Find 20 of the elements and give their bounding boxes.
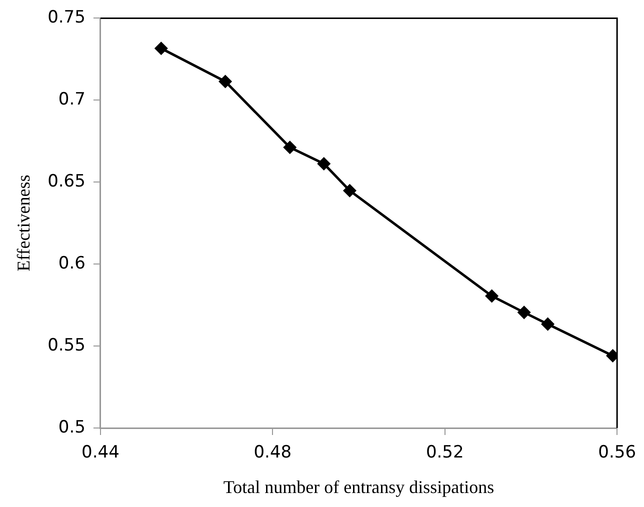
point — [486, 290, 498, 302]
x-tick-label: 0.56 — [598, 442, 636, 463]
y-tick-label: 0.65 — [48, 172, 86, 192]
point — [154, 42, 168, 55]
y-tick-label: 0.5 — [58, 417, 86, 438]
y-axis-title: Effectiveness — [14, 174, 34, 272]
y-tick-label: 0.7 — [58, 90, 86, 110]
point — [284, 141, 296, 154]
point — [343, 184, 356, 197]
point — [518, 306, 530, 319]
y-tick-label: 0.55 — [48, 335, 86, 356]
point — [219, 75, 232, 88]
point — [542, 318, 554, 330]
point — [318, 158, 330, 170]
x-tick-label: 0.48 — [254, 442, 292, 463]
x-tick-label: 0.52 — [426, 442, 464, 463]
y-tick-label: 0.6 — [58, 254, 86, 274]
y-tick-label: 0.75 — [48, 8, 86, 28]
x-axis-title: Total number of entransy dissipations — [223, 476, 494, 497]
x-tick-label: 0.44 — [82, 442, 120, 463]
